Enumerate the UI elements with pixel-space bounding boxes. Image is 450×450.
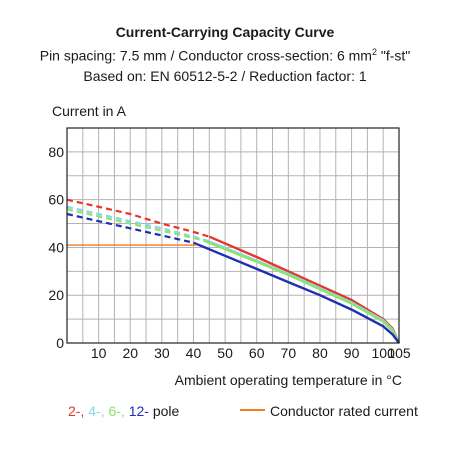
legend-item-2-pole: 2-: [68, 403, 81, 419]
series-lines: [66, 198, 401, 344]
series-4-dashed-line: [66, 205, 207, 242]
x-tick-label: 20: [122, 345, 138, 361]
chart-subtitle-2: Based on: EN 60512-5-2 / Reduction facto…: [83, 67, 367, 84]
rated-current-label: Conductor rated current: [270, 403, 418, 419]
series-12-dashed-line: [66, 212, 194, 244]
legend-item-12-pole: 12-: [128, 403, 149, 419]
x-tick-label: 50: [217, 345, 233, 361]
legend-item-4-pole: 4-: [88, 403, 101, 419]
y-tick-label: 0: [56, 335, 64, 351]
y-tick-label: 80: [48, 144, 64, 160]
x-tick-label: 10: [91, 345, 107, 361]
x-tick-label: 70: [281, 345, 297, 361]
chart-title: Current-Carrying Capacity Curve: [115, 24, 335, 40]
chart-subtitle-1: Pin spacing: 7.5 mm / Conductor cross-se…: [0, 42, 450, 66]
x-tick-label: 100: [372, 345, 396, 361]
plot-frame: [66, 127, 400, 344]
x-tick-label: 60: [249, 345, 265, 361]
x-tick-label: 30: [154, 345, 170, 361]
legend-separator: ,: [80, 403, 89, 419]
subtitle-1-tail: "f-st": [376, 47, 411, 64]
subtitle-1-main: Pin spacing: 7.5 mm / Conductor cross-se…: [39, 47, 372, 64]
y-tick-label: 60: [48, 192, 64, 208]
subtitle-1-superscript: 2: [371, 47, 377, 57]
series-6-solid-line: [205, 240, 401, 344]
y-axis-title: Current in A: [52, 103, 126, 119]
x-tick-label: 105: [387, 345, 411, 361]
chart-header: Current-Carrying Capacity Curve Pin spac…: [0, 22, 450, 86]
x-tick-label: 90: [344, 345, 360, 361]
series-2-dashed-line: [66, 198, 210, 238]
legend-pole-suffix: pole: [148, 403, 180, 419]
x-tick-label: 80: [312, 345, 328, 361]
legend-pole-series: 2-, 4-, 6-, 12- pole: [68, 403, 179, 419]
legend-separator: ,: [100, 403, 109, 419]
y-tick-label: 40: [48, 239, 64, 255]
x-tick-label: 40: [186, 345, 202, 361]
legend-item-6-pole: 6-: [108, 403, 121, 419]
grid: [67, 128, 399, 343]
x-axis-title: Ambient operating temperature in °C: [174, 372, 402, 388]
series-6-dashed-line: [66, 208, 207, 243]
legend-separator: ,: [120, 403, 129, 419]
rated-current-swatch: [240, 409, 265, 412]
legend: 2-, 4-, 6-, 12- pole Conductor rated cur…: [0, 403, 450, 427]
legend-rated-current: Conductor rated current: [240, 403, 418, 419]
y-tick-label: 20: [48, 287, 64, 303]
series-4-solid-line: [205, 239, 401, 344]
series-12-solid-line: [193, 241, 400, 344]
